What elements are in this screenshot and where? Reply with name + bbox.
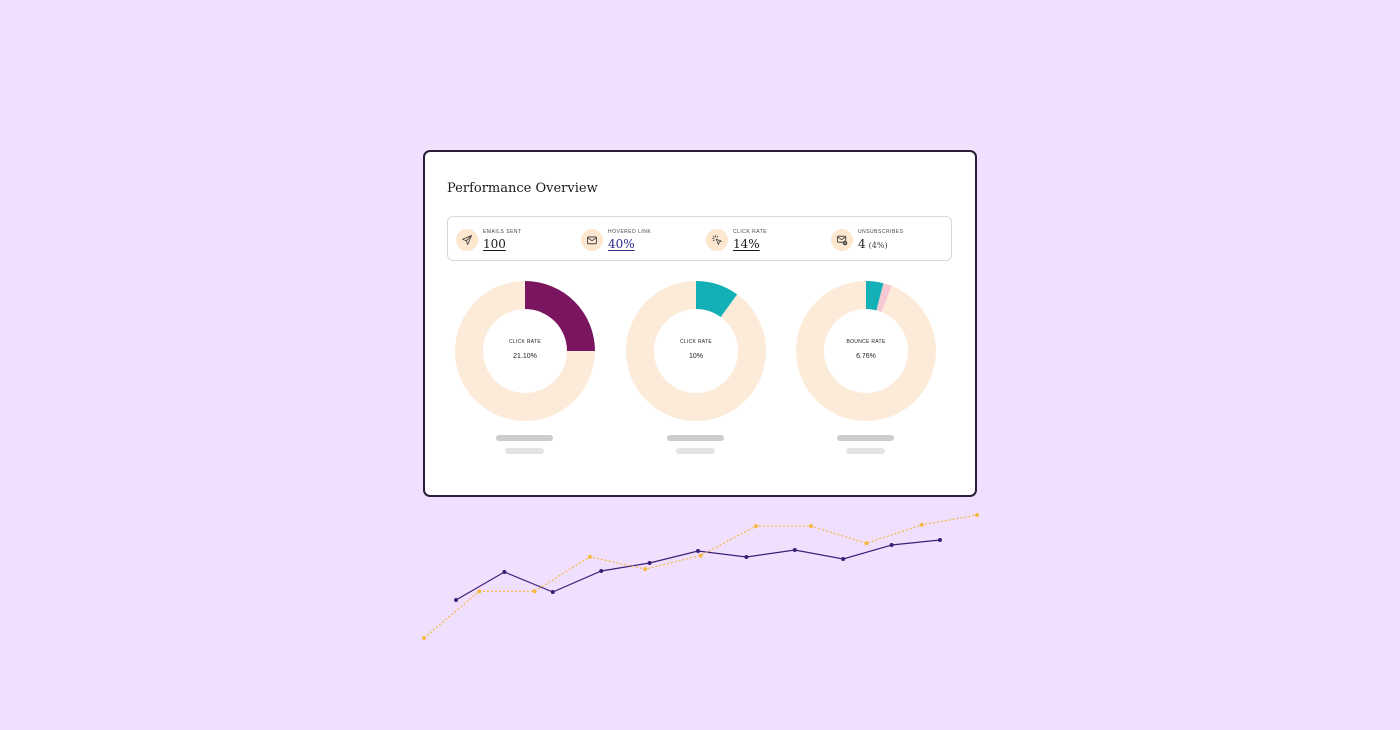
placeholder-line — [505, 448, 544, 454]
trend-point — [477, 589, 482, 594]
stats-bar: EMAILS SENT 100 HOVERED LINK 40% CLICK R… — [447, 216, 952, 261]
send-icon — [456, 229, 478, 251]
donut-segment — [525, 281, 595, 351]
donut-value: 21.10% — [513, 353, 537, 360]
donut-label: CLICK RATE — [679, 339, 713, 345]
placeholder-line — [837, 435, 894, 441]
donut-chart-click-rate: CLICK RATE 21.10% — [454, 280, 596, 460]
trend-point — [532, 589, 537, 594]
donut-track — [626, 281, 766, 421]
trend-point — [753, 524, 758, 529]
stat-value: 100 — [483, 237, 506, 251]
donut-segment-secondary — [876, 283, 892, 312]
trend-point — [938, 538, 942, 542]
stat-emails-sent: EMAILS SENT 100 — [452, 217, 572, 262]
cursor-click-icon — [706, 229, 728, 251]
trend-point — [454, 598, 458, 602]
trend-point — [550, 590, 555, 594]
trend-point — [864, 541, 869, 546]
trend-point — [643, 567, 648, 572]
trend-point — [744, 555, 749, 559]
trend-point — [502, 570, 507, 574]
stat-value: 4 (4%) — [858, 237, 888, 251]
stat-click-rate: CLICK RATE 14% — [702, 217, 822, 262]
donut-segment — [866, 281, 884, 311]
donut-ring — [455, 281, 595, 421]
stat-unsubscribes: UNSUBSCRIBES 4 (4%) — [827, 217, 947, 262]
donut-chart-click-rate-2: CLICK RATE 10% — [625, 280, 767, 460]
donut-ring — [796, 281, 936, 421]
trend-line — [423, 514, 978, 639]
trend-point — [696, 549, 700, 553]
stat-sub: (4%) — [868, 241, 888, 250]
placeholder-line — [667, 435, 724, 441]
envelope-minus-icon — [831, 229, 853, 251]
trend-point — [889, 543, 894, 547]
page-title: Performance Overview — [447, 181, 598, 196]
donut-chart-bounce-rate: BOUNCE RATE 6.76% — [795, 280, 937, 460]
envelope-icon — [581, 229, 603, 251]
trend-point — [422, 636, 426, 640]
placeholder-line — [676, 448, 715, 454]
stat-label: UNSUBSCRIBES — [858, 229, 904, 235]
trend-point — [647, 561, 652, 565]
stat-value: 14% — [733, 237, 760, 251]
stat-hovered-link: HOVERED LINK 40% — [577, 217, 697, 262]
donut-value: 6.76% — [856, 353, 876, 360]
donut-label: CLICK RATE — [508, 339, 542, 345]
donut-track — [796, 281, 936, 421]
trend-point — [809, 524, 814, 529]
donut-ring — [626, 281, 766, 421]
donut-segment — [696, 281, 738, 318]
stat-label: HOVERED LINK — [608, 229, 652, 235]
trend-point — [841, 557, 846, 561]
stat-value-link[interactable]: 40% — [608, 237, 635, 251]
placeholder-line — [846, 448, 885, 454]
trend-point — [792, 548, 797, 552]
stat-label: EMAILS SENT — [483, 229, 522, 235]
trend-point — [919, 522, 924, 527]
trend-point — [587, 554, 592, 559]
placeholder-line — [496, 435, 553, 441]
trend-point — [599, 569, 604, 573]
donut-label: BOUNCE RATE — [846, 339, 886, 345]
trend-point — [975, 513, 979, 517]
performance-overview-card: Performance Overview EMAILS SENT 100 HOV… — [423, 150, 977, 497]
trend-point — [698, 553, 703, 558]
stat-label: CLICK RATE — [733, 229, 768, 235]
donut-value: 10% — [688, 353, 703, 360]
